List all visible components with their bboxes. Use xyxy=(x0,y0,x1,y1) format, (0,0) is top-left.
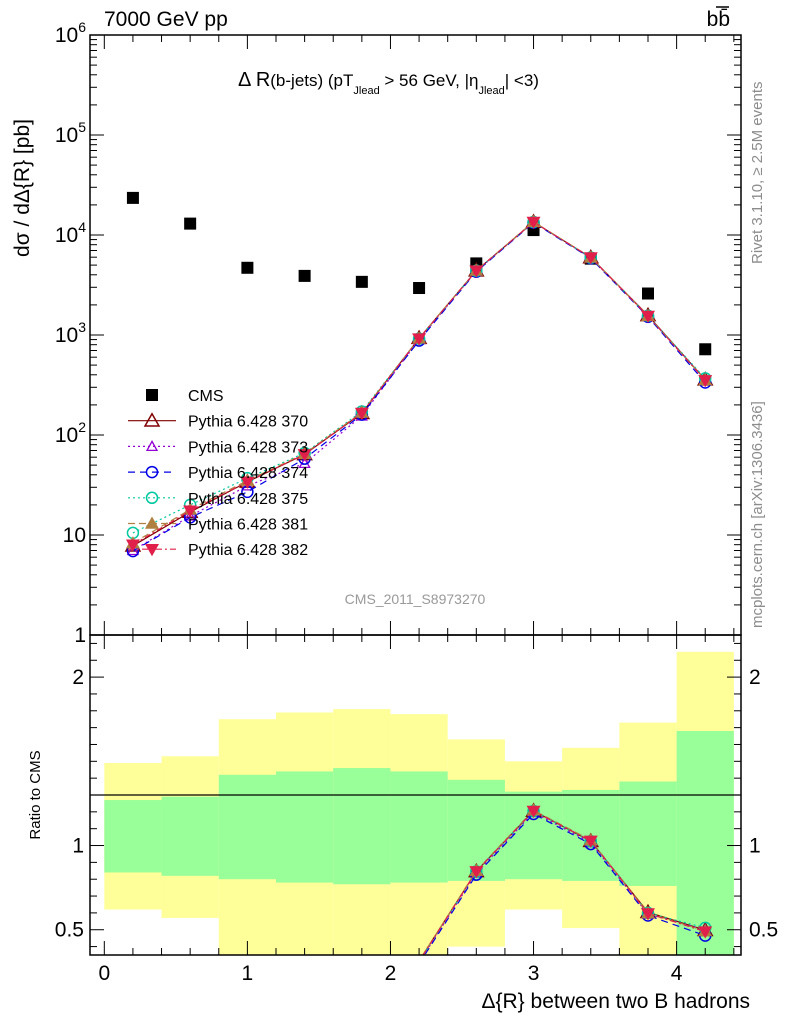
ratio-y-tick-label: 0.5 xyxy=(55,919,84,942)
energy-label: 7000 GeV pp xyxy=(104,8,228,31)
title-bjets: (b-jets) (pT xyxy=(270,71,353,90)
ratio-panel: 0.5 0.5 1 1 2 2 0 1 2 3 4 Ratio to CMS Δ{R} betwee… xyxy=(27,634,778,1013)
data-point xyxy=(355,275,368,288)
data-point xyxy=(298,269,311,282)
legend-label: Pythia 6.428 381 xyxy=(188,517,308,534)
ratio-xlabel: Δ{R} between two B hadrons xyxy=(481,990,750,1013)
inner-band-bin xyxy=(104,800,162,873)
data-point xyxy=(354,407,369,420)
inner-band-bin xyxy=(333,768,391,885)
data-point xyxy=(642,287,654,300)
ratio-point xyxy=(526,805,541,818)
process-label: bb̄ xyxy=(707,8,730,31)
x-tick-label: 4 xyxy=(671,962,683,985)
inner-band-bin xyxy=(161,796,219,876)
main-series xyxy=(124,191,714,558)
legend-label: Pythia 6.428 382 xyxy=(188,542,308,559)
legend-label: Pythia 6.428 374 xyxy=(188,465,308,482)
legend-label: Pythia 6.428 373 xyxy=(188,439,308,456)
legend-marker xyxy=(145,465,159,479)
main-watermark: CMS_2011_S8973270 xyxy=(345,591,486,607)
y-tick-label: 10 xyxy=(63,524,86,547)
inner-band-bin xyxy=(676,731,734,955)
data-point xyxy=(526,216,541,229)
data-point xyxy=(297,449,312,462)
ratio-series-group xyxy=(422,802,714,955)
data-point xyxy=(125,539,140,552)
data-point xyxy=(183,505,198,518)
title-jlead-sub-2: Jlead xyxy=(478,85,504,97)
ratio-series xyxy=(422,802,714,955)
legend: CMS Pythia 6.428 370 Pythia 6.428 373 Pythi… xyxy=(128,388,308,559)
data-point xyxy=(184,217,197,230)
legend-marker xyxy=(145,543,159,557)
legend-marker xyxy=(143,412,161,427)
ratio-y-tick-label-right: 1 xyxy=(749,835,761,858)
y-tick-label: 104 xyxy=(55,219,86,247)
x-tick-label: 3 xyxy=(528,962,540,985)
title-pt-cut: > 56 GeV, |η xyxy=(380,71,479,90)
ratio-y-tick-label-right: 0.5 xyxy=(749,919,778,942)
x-tick-label: 2 xyxy=(385,962,397,985)
y-tick-label: 106 xyxy=(55,19,86,47)
data-point xyxy=(241,261,254,274)
data-point xyxy=(126,191,139,204)
data-point xyxy=(469,265,484,278)
legend-label: CMS xyxy=(188,388,224,405)
title-delta-r: Δ R xyxy=(238,69,270,91)
mcplots-label: mcplots.cern.ch [arXiv:1306.3436] xyxy=(749,401,766,628)
ratio-y-tick-label-right: 2 xyxy=(749,666,761,689)
inner-band-bin xyxy=(390,771,448,883)
rivet-label: Rivet 3.1.10, ≥ 2.5M events xyxy=(749,82,766,265)
ratio-bands xyxy=(104,651,734,955)
ratio-y-tick-label: 2 xyxy=(72,666,84,689)
legend-marker xyxy=(145,440,159,452)
y-tick-label: 102 xyxy=(55,419,86,447)
main-title: Δ R(b-jets) (pTJlead > 56 GeV, |ηJlead| … xyxy=(238,69,539,97)
legend-marker xyxy=(145,516,159,529)
inner-band-bin xyxy=(218,774,276,880)
data-point xyxy=(413,282,426,295)
ratio-ticks: 0.5 0.5 1 1 2 2 0 1 2 3 4 xyxy=(55,635,778,985)
ratio-line xyxy=(423,811,706,955)
legend-marker xyxy=(145,491,159,505)
series-line xyxy=(132,221,706,546)
data-point xyxy=(412,333,427,346)
data-point xyxy=(699,343,712,356)
ratio-line xyxy=(422,809,706,955)
series-6 xyxy=(125,216,713,552)
data-point xyxy=(240,476,255,489)
legend-marker xyxy=(146,389,158,401)
ratio-point xyxy=(698,926,713,939)
ratio-point xyxy=(641,908,655,921)
y-tick-label: 103 xyxy=(55,319,86,347)
ratio-frame xyxy=(89,634,742,956)
data-point xyxy=(698,375,713,388)
ratio-y-tick-label: 1 xyxy=(72,835,84,858)
x-tick-label: 1 xyxy=(242,962,254,985)
main-ylabel: dσ / dΔ{R} [pb] xyxy=(11,119,34,257)
title-close: | <3) xyxy=(505,71,539,90)
data-point xyxy=(184,509,197,521)
ratio-point xyxy=(469,866,484,879)
y-tick-label: 105 xyxy=(55,119,86,147)
inner-band-bin xyxy=(619,781,677,886)
data-point xyxy=(641,310,655,323)
inner-band-bin xyxy=(276,771,334,883)
series-line xyxy=(132,221,706,534)
ratio-point xyxy=(583,835,598,848)
y-tick-label: 1 xyxy=(74,624,86,647)
data-point xyxy=(583,252,598,265)
title-jlead-sub: Jlead xyxy=(353,85,379,97)
x-tick-label: 0 xyxy=(98,962,110,985)
legend-label: Pythia 6.428 375 xyxy=(188,491,308,508)
ratio-ylabel: Ratio to CMS xyxy=(27,750,44,839)
legend-label: Pythia 6.428 370 xyxy=(188,414,308,431)
